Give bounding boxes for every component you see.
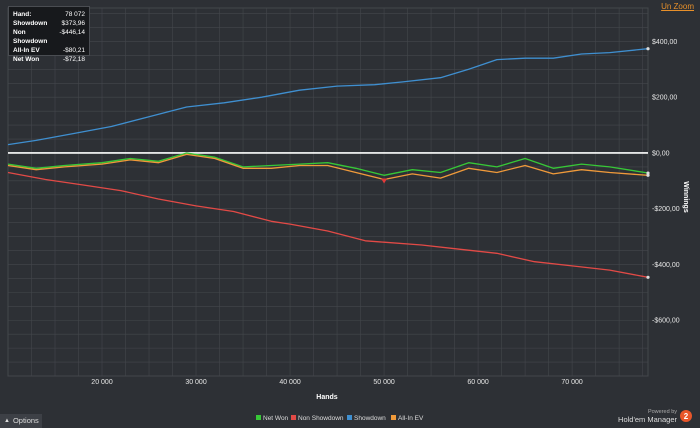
series-line-non-showdown bbox=[7, 171, 649, 278]
product-name: Hold'em Manager bbox=[618, 415, 677, 424]
stats-panel: Hand: 78 072 Showdown $373,96 Non Showdo… bbox=[8, 6, 90, 63]
y-tick-labels: $400,00 $200,00 $0,00 -$200,00 -$400,00 -$600… bbox=[652, 39, 680, 325]
stat-row-hands: Hand: 78 072 bbox=[13, 10, 85, 19]
y-axis-title: Winnings bbox=[682, 181, 689, 213]
y-tick-label: $0,00 bbox=[652, 150, 670, 157]
y-tick-label: -$400,00 bbox=[652, 262, 680, 269]
x-tick-label: 20 000 bbox=[91, 379, 113, 386]
marker-icon bbox=[381, 178, 388, 184]
y-tick-label: $200,00 bbox=[652, 95, 677, 102]
legend-swatch bbox=[291, 415, 296, 420]
stat-label: Showdown bbox=[13, 20, 48, 27]
stat-label: Hand: bbox=[13, 11, 32, 18]
series-line-net-won bbox=[7, 152, 649, 176]
stat-value: -$446,14 bbox=[59, 29, 85, 36]
series-lines bbox=[7, 47, 650, 279]
legend-swatch bbox=[391, 415, 396, 420]
stat-value: 78 072 bbox=[65, 11, 85, 18]
legend-label: Non Showdown bbox=[298, 415, 344, 422]
stat-value: $373,96 bbox=[61, 20, 86, 27]
series-end-point bbox=[646, 47, 650, 51]
legend-label: All-In EV bbox=[398, 415, 424, 422]
y-tick-label: $400,00 bbox=[652, 39, 677, 46]
chevron-up-icon: ▲ bbox=[4, 418, 10, 424]
stat-value: -$72,18 bbox=[62, 56, 85, 63]
legend-swatch bbox=[347, 415, 352, 420]
legend-swatch bbox=[256, 415, 261, 420]
series-end-point bbox=[646, 275, 650, 279]
x-tick-label: 40 000 bbox=[279, 379, 301, 386]
x-tick-label: 50 000 bbox=[373, 379, 395, 386]
stat-row-non-showdown: Non Showdown -$446,14 bbox=[13, 28, 85, 46]
series-line-showdown bbox=[7, 48, 649, 146]
x-tick-label: 30 000 bbox=[185, 379, 207, 386]
y-tick-label: -$600,00 bbox=[652, 318, 680, 325]
legend: Net Won Non Showdown Showdown All-In EV bbox=[256, 415, 424, 422]
powered-by-text: Powered by bbox=[647, 409, 677, 415]
legend-label: Net Won bbox=[263, 415, 289, 422]
series-end-point bbox=[646, 171, 650, 175]
legend-label: Showdown bbox=[354, 415, 386, 422]
series-line-all-in-ev bbox=[7, 153, 649, 181]
stat-row-showdown: Showdown $373,96 bbox=[13, 19, 85, 28]
brand-logo: Powered by Hold'em Manager 2 bbox=[618, 408, 692, 424]
options-label: Options bbox=[12, 416, 39, 425]
x-axis-title: Hands bbox=[316, 394, 338, 401]
y-tick-label: -$200,00 bbox=[652, 206, 680, 213]
stat-row-allin-ev: All-In EV -$80,21 bbox=[13, 46, 85, 55]
stat-label: All-In EV bbox=[13, 47, 40, 54]
unzoom-link[interactable]: Un Zoom bbox=[661, 2, 694, 11]
series-end-point bbox=[646, 173, 650, 177]
grid-lines bbox=[7, 7, 649, 377]
stat-label: Net Won bbox=[13, 56, 40, 63]
x-tick-label: 70 000 bbox=[561, 379, 583, 386]
stat-label: Non Showdown bbox=[13, 29, 48, 45]
stat-row-net-won: Net Won -$72,18 bbox=[13, 55, 85, 64]
stat-value: -$80,21 bbox=[62, 47, 85, 54]
options-button[interactable]: ▲ Options bbox=[0, 414, 42, 428]
brand-text: Powered by Hold'em Manager bbox=[618, 408, 677, 424]
product-badge-icon: 2 bbox=[680, 410, 692, 422]
x-tick-labels: 20 000 30 000 40 000 50 000 60 000 70 000 bbox=[91, 379, 583, 386]
x-tick-label: 60 000 bbox=[467, 379, 489, 386]
